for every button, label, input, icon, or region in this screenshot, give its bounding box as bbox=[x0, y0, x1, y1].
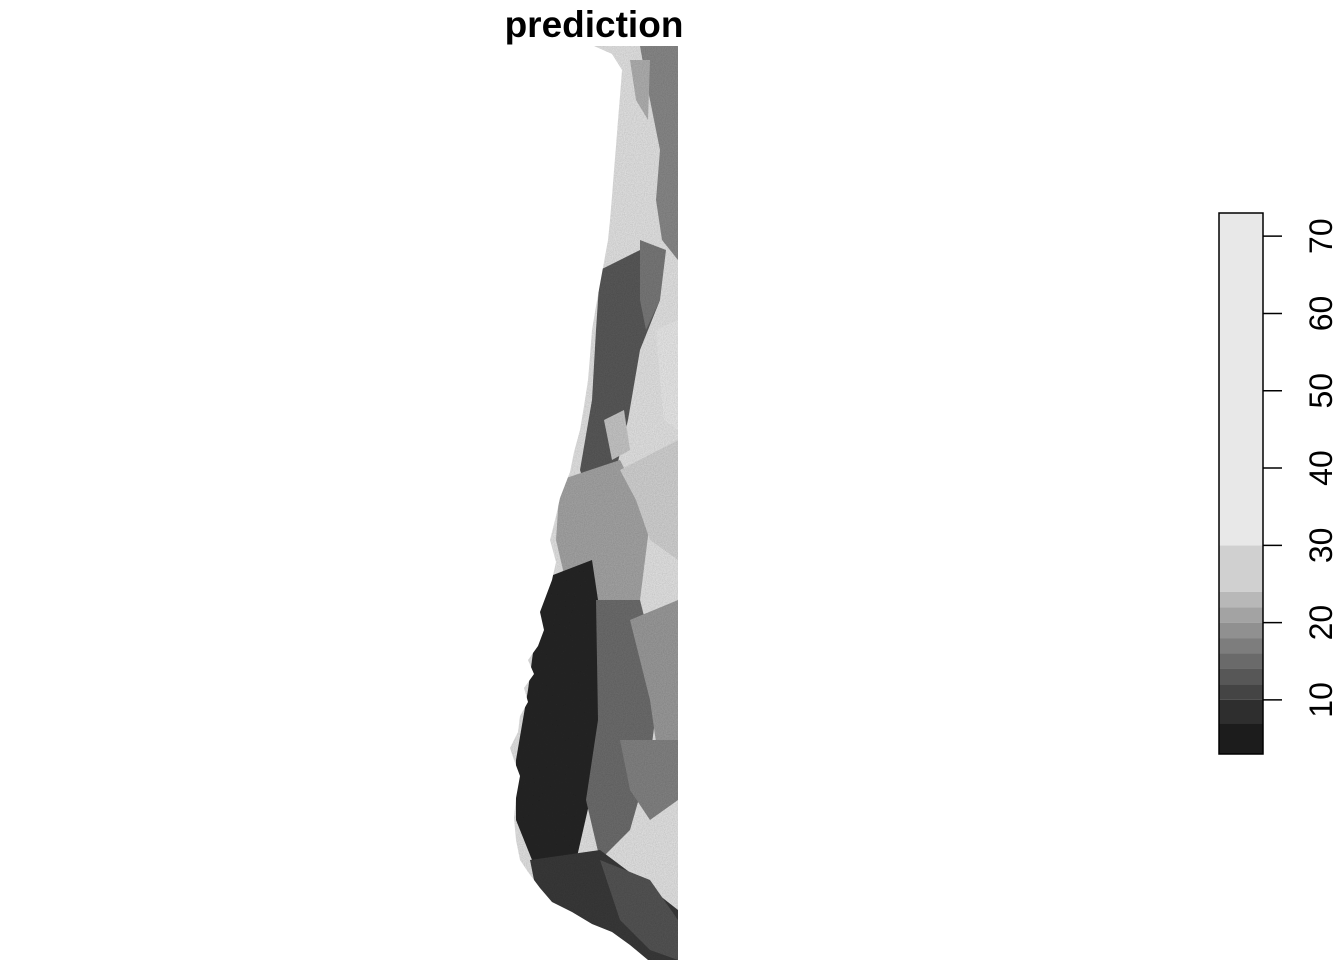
legend-tick-label: 30 bbox=[1303, 528, 1339, 564]
raster-zone bbox=[620, 740, 678, 820]
legend-band bbox=[1219, 653, 1263, 669]
raster-zone bbox=[600, 860, 678, 960]
legend-tick-label: 20 bbox=[1303, 605, 1339, 641]
raster-zone bbox=[656, 320, 678, 430]
legend-frame bbox=[1218, 212, 1264, 755]
legend-band bbox=[1219, 591, 1263, 608]
legend-tick-label: 50 bbox=[1303, 373, 1339, 409]
raster-zone bbox=[580, 250, 660, 500]
raster-zone bbox=[604, 410, 630, 460]
legend-tick-label: 10 bbox=[1303, 682, 1339, 718]
legend-band bbox=[1219, 213, 1263, 546]
legend-ticks: 10 20 30 40 50 60 70 bbox=[1263, 218, 1339, 718]
legend-tick-label: 60 bbox=[1303, 296, 1339, 332]
legend-band bbox=[1219, 622, 1263, 639]
legend-band bbox=[1219, 723, 1263, 754]
raster-zone bbox=[640, 46, 678, 260]
legend-band bbox=[1219, 699, 1263, 724]
raster-zone bbox=[620, 440, 678, 560]
legend-band bbox=[1219, 545, 1263, 592]
legend-band bbox=[1219, 607, 1263, 623]
legend-tick-label: 70 bbox=[1303, 218, 1339, 254]
legend-band bbox=[1219, 684, 1263, 700]
legend-band bbox=[1219, 668, 1263, 685]
legend-tick-label: 40 bbox=[1303, 450, 1339, 486]
raster-zone bbox=[630, 60, 650, 120]
map-title: prediction bbox=[504, 4, 684, 45]
raster-zone bbox=[640, 240, 666, 330]
legend-color-bands bbox=[1219, 213, 1263, 754]
legend-band bbox=[1219, 638, 1263, 654]
